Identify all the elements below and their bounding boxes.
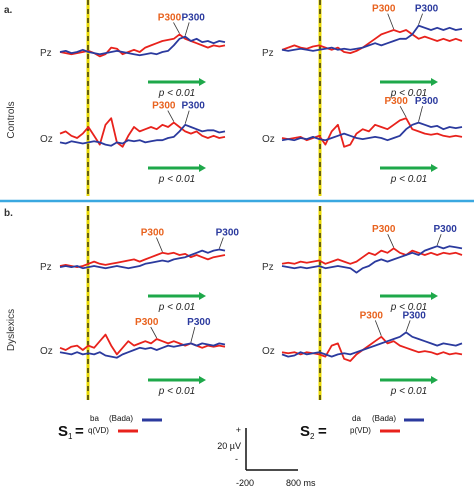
legend-s2-line1b: (Bada) xyxy=(372,414,396,423)
legend-s2-equals: = xyxy=(318,423,327,440)
section-2-oz-col2-pvalue-label: p < 0.01 xyxy=(390,386,427,397)
section-1-oz-col1-blue-waveform xyxy=(59,123,226,147)
scale-bar: + 20 µV - -200 800 ms xyxy=(217,425,316,488)
section-2-oz-col2-blue-waveform xyxy=(281,331,463,358)
legend-s1-subscript: 1 xyxy=(68,432,73,441)
section-2-oz-col1-significance-arrow-head xyxy=(199,376,206,384)
section-1-oz-col2-blue-waveform xyxy=(281,121,463,142)
section-1-oz-col2-p300-blue-leader xyxy=(418,106,423,122)
section-2-oz-col1-pvalue-label: p < 0.01 xyxy=(158,386,195,397)
section-1-oz-col2-p300-red-leader xyxy=(399,106,407,118)
section-1-oz-col1-red-waveform xyxy=(59,117,226,148)
section-1-pz-col2-blue-waveform xyxy=(281,24,463,52)
section-1-oz-col2-significance-arrow-head xyxy=(431,164,438,172)
section-2-oz-col1-blue-waveform xyxy=(59,342,226,359)
legend-s1-symbol: S xyxy=(58,423,68,440)
section-2-pz-col2-p300-blue-leader xyxy=(436,234,442,246)
section-1-pz-col2-channel-label: Pz xyxy=(262,48,274,59)
section-1-oz-col1-p300-blue-leader xyxy=(184,110,190,124)
section-2-pz-col1-p300-red-leader xyxy=(156,237,163,252)
legend-s2-line1: da xyxy=(352,414,361,423)
legend-s1: S 1 = ba (Bada) q(VD) xyxy=(58,414,162,441)
section-2-oz-col2-p300-blue-label: P300 xyxy=(402,310,426,321)
legend-s2-line2: p(VD) xyxy=(350,426,371,435)
section-1-pz-col1-p300-red-label: P300 xyxy=(158,12,182,23)
section-1-oz-col1-significance-arrow-head xyxy=(199,164,206,172)
section-2-pz-col2-pvalue-label: p < 0.01 xyxy=(390,302,427,313)
scale-bar-time-start: -200 xyxy=(236,478,254,488)
section-2-oz-col1-p300-red-leader xyxy=(150,326,158,339)
section-1-oz-col2-channel-label: Oz xyxy=(262,134,275,145)
section-2-oz-col2-p300-red-label: P300 xyxy=(360,310,384,321)
scale-bar-amplitude: 20 µV xyxy=(217,441,241,451)
section-2-oz-col1-channel-label: Oz xyxy=(40,346,53,357)
section-1-pz-col2-red-waveform xyxy=(281,29,463,54)
section-label-a: a. xyxy=(4,5,13,16)
legend-s1-equals: = xyxy=(75,423,84,440)
section-2-oz-col2-channel-label: Oz xyxy=(262,346,275,357)
section-1-pz-col1-p300-blue-leader xyxy=(184,22,190,36)
section-1-pz-col1-channel-label: Pz xyxy=(40,48,52,59)
legend-s1-line1: ba xyxy=(90,414,99,423)
section-1-oz-col2-pvalue-label: p < 0.01 xyxy=(390,174,427,185)
legend-s1-line2: q(VD) xyxy=(88,426,109,435)
section-2-pz-col1-p300-blue-label: P300 xyxy=(216,228,240,239)
section-1-oz-col2-red-waveform xyxy=(281,117,463,148)
section-2-oz-col2-p300-blue-leader xyxy=(405,320,411,332)
section-1-pz-col1-p300-red-leader xyxy=(173,22,180,34)
section-2-oz-col1-p300-blue-label: P300 xyxy=(187,317,211,328)
legend-s2: S 2 = da (Bada) p(VD) xyxy=(300,414,424,441)
section-1-pz-col2-p300-red-label: P300 xyxy=(372,4,396,15)
legend-s2-symbol: S xyxy=(300,423,310,440)
section-2-oz-col1-p300-blue-leader xyxy=(190,326,196,343)
section-1-pz-col2-significance-arrow-head xyxy=(431,78,438,86)
section-2-oz-col1-p300-red-label: P300 xyxy=(135,317,159,328)
section-1-oz-col1-p300-red-leader xyxy=(167,110,175,122)
section-2-oz-col2-red-waveform xyxy=(281,335,463,362)
section-1-pz-col2-p300-blue-label: P300 xyxy=(415,4,439,15)
section-2-pz-col2-p300-blue-label: P300 xyxy=(433,224,457,235)
group-label-dyslexics: Dyslexics xyxy=(6,309,17,351)
section-2-pz-col2-channel-label: Pz xyxy=(262,262,274,273)
section-label-b: b. xyxy=(4,208,13,219)
legend-s1-line1b: (Bada) xyxy=(109,414,133,423)
scale-bar-time-end: 800 ms xyxy=(286,478,316,488)
section-1-pz-col1-pvalue-label: p < 0.01 xyxy=(158,88,195,99)
section-2-pz-col2-p300-red-label: P300 xyxy=(372,224,396,235)
section-2-pz-col1-p300-red-label: P300 xyxy=(141,228,165,239)
section-1-pz-col2-p300-red-leader xyxy=(387,13,395,30)
section-2-pz-col1-blue-waveform xyxy=(59,248,226,270)
section-1-pz-col1-red-waveform xyxy=(59,33,226,58)
section-1-pz-col2-pvalue-label: p < 0.01 xyxy=(390,88,427,99)
section-2-pz-col2-red-waveform xyxy=(281,247,463,265)
section-2-pz-col1-significance-arrow-head xyxy=(199,292,206,300)
section-1-pz-col2-p300-blue-leader xyxy=(418,13,423,25)
section-1-oz-col1-pvalue-label: p < 0.01 xyxy=(158,174,195,185)
section-1-oz-col1-p300-red-label: P300 xyxy=(152,101,176,112)
section-2-pz-col2-blue-waveform xyxy=(281,245,463,274)
section-1-pz-col1-blue-waveform xyxy=(59,35,226,57)
section-2-oz-col2-significance-arrow-head xyxy=(431,376,438,384)
section-2-oz-col2-p300-red-leader xyxy=(374,320,382,336)
section-2-pz-col2-significance-arrow-head xyxy=(431,292,438,300)
section-2-pz-col1-pvalue-label: p < 0.01 xyxy=(158,302,195,313)
section-2-pz-col1-red-waveform xyxy=(59,251,226,268)
section-1-oz-col1-channel-label: Oz xyxy=(40,134,53,145)
section-2-pz-col1-p300-blue-leader xyxy=(218,237,224,249)
section-1-oz-col2-p300-red-label: P300 xyxy=(384,96,408,107)
legend-s2-subscript: 2 xyxy=(310,432,315,441)
scale-bar-minus: - xyxy=(235,454,238,464)
section-1-pz-col1-significance-arrow-head xyxy=(199,78,206,86)
group-label-controls: Controls xyxy=(6,101,17,138)
section-2-pz-col2-p300-red-leader xyxy=(387,234,395,248)
section-1-pz-col1-p300-blue-label: P300 xyxy=(181,12,205,23)
section-2-pz-col1-channel-label: Pz xyxy=(40,262,52,273)
section-1-oz-col2-p300-blue-label: P300 xyxy=(415,96,439,107)
scale-bar-plus: + xyxy=(236,425,241,435)
section-1-oz-col1-p300-blue-label: P300 xyxy=(181,101,205,112)
